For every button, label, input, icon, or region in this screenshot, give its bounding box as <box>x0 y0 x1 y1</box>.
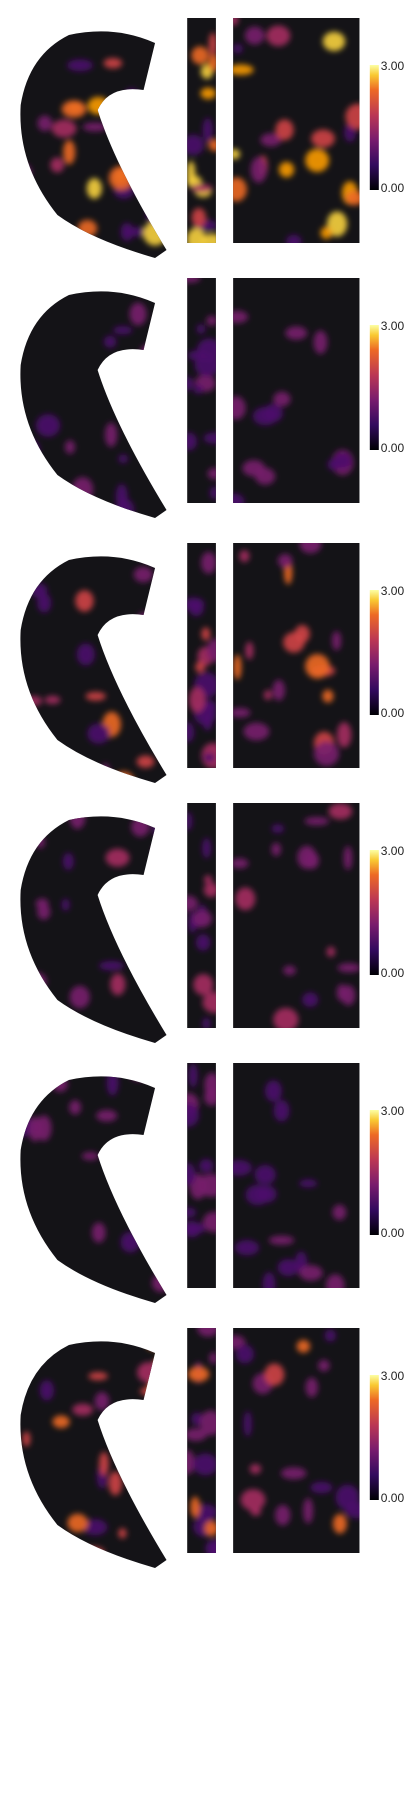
shape-map <box>20 31 167 258</box>
shape-map <box>20 816 167 1043</box>
shape-map <box>20 1341 167 1568</box>
colorbar-max-label: 3.00 <box>381 584 405 598</box>
panel: 3.00 0.00 <box>20 18 405 258</box>
colorbar-max-label: 3.00 <box>381 1369 405 1383</box>
shape-map <box>20 1076 167 1303</box>
panel: 3.00 0.00 <box>20 278 405 518</box>
colorbar-min-label: 0.00 <box>381 966 405 980</box>
panel: 3.00 0.00 <box>20 543 405 783</box>
shape-map <box>20 556 167 783</box>
colorbar-max-label: 3.00 <box>381 1104 405 1118</box>
panel: 3.00 0.00 <box>20 1063 405 1303</box>
colorbar-min-label: 0.00 <box>381 1226 405 1240</box>
colorbar <box>369 1375 379 1500</box>
colorbar <box>369 325 379 450</box>
panel: 3.00 0.00 <box>20 803 404 1043</box>
colorbar-max-label: 3.00 <box>381 844 405 858</box>
colorbar-min-label: 0.00 <box>381 181 405 195</box>
colorbar-max-label: 3.00 <box>381 319 405 333</box>
colorbar <box>369 65 379 190</box>
colorbar-max-label: 3.00 <box>381 59 405 73</box>
colorbar <box>369 1110 379 1235</box>
panel: 3.00 0.00 <box>20 1328 405 1568</box>
colorbar <box>369 590 379 715</box>
flat-map <box>233 18 360 243</box>
colorbar-min-label: 0.00 <box>381 441 405 455</box>
shape-map <box>20 291 167 518</box>
colorbar <box>369 850 379 975</box>
colorbar-min-label: 0.00 <box>381 1491 405 1505</box>
colorbar-min-label: 0.00 <box>381 706 405 720</box>
